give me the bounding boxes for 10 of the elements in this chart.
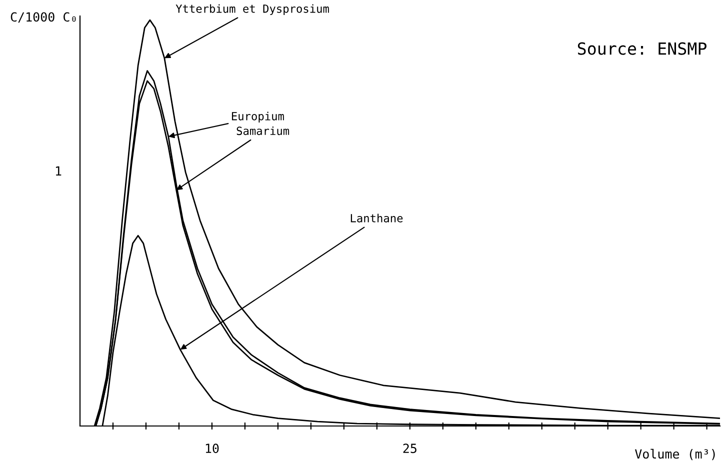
x-tick-label: 25 <box>403 444 416 454</box>
annotation: Europium <box>232 112 284 123</box>
annotation: Ytterbium et Dysprosium <box>176 4 329 16</box>
x-axis-title: Volume (m³) <box>634 448 715 460</box>
annotation: Source: ENSMP <box>578 42 706 55</box>
x-tick-label: 10 <box>206 444 219 454</box>
annotation: Lanthane <box>350 214 403 222</box>
text: 1 <box>56 166 62 176</box>
y-axis-title: C/1000 C₀ <box>10 12 76 23</box>
annotation: Samarium <box>236 126 290 136</box>
